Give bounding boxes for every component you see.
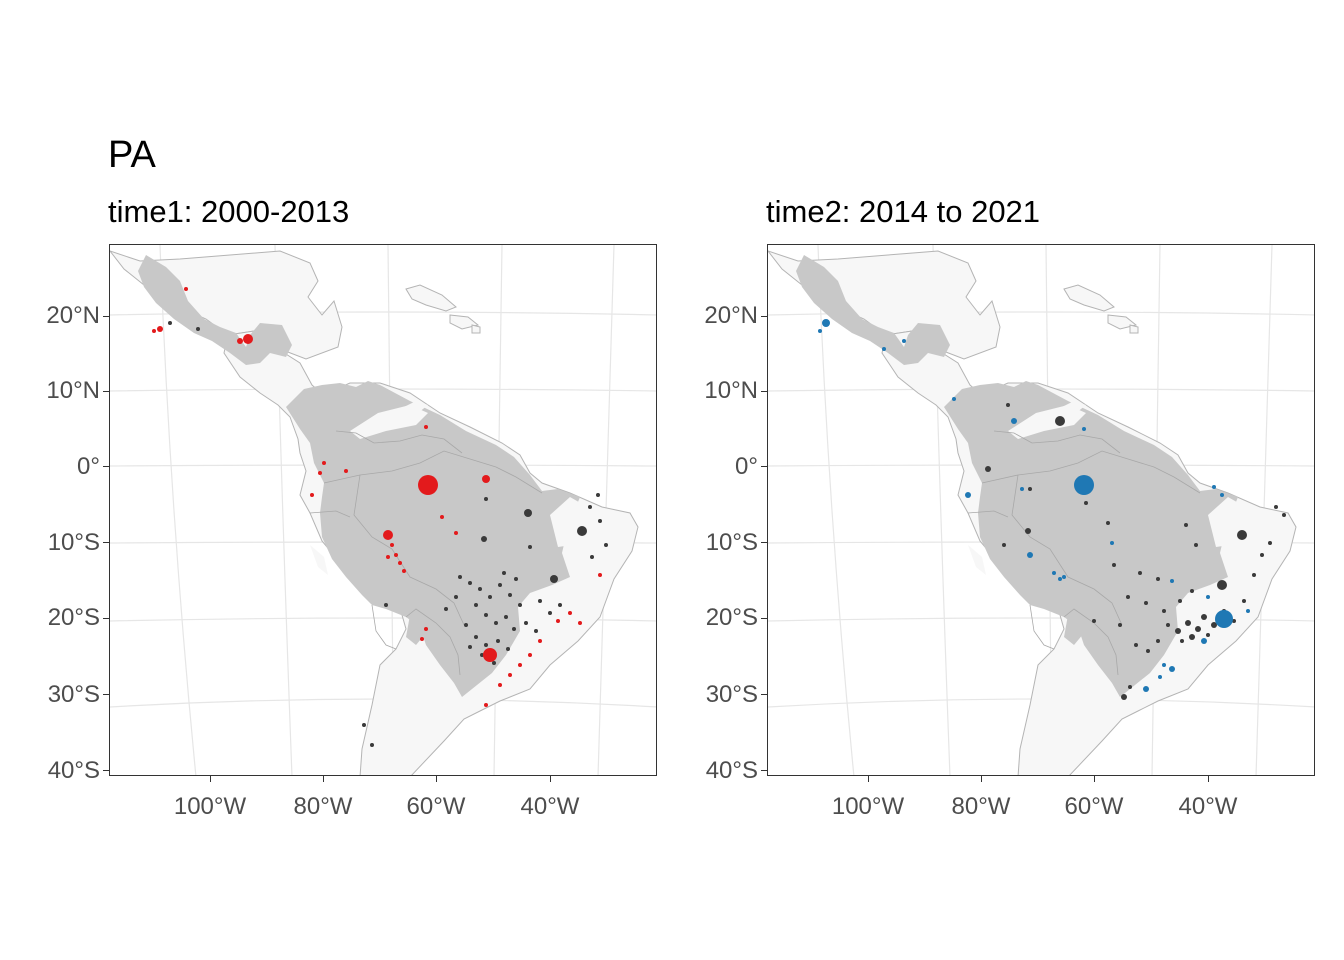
x-tick xyxy=(210,776,211,782)
biome-region xyxy=(796,255,1238,697)
x-label-40w: 40°W xyxy=(520,793,580,820)
country-borders xyxy=(967,430,1201,676)
x-tick xyxy=(1208,776,1209,782)
y-label-10s: 10°S xyxy=(47,529,100,556)
panel-2-subtitle: time2: 2014 to 2021 xyxy=(766,194,1041,229)
map-panel-1 xyxy=(109,244,657,776)
y-tick xyxy=(103,770,109,771)
y-tick xyxy=(761,542,767,543)
y-tick xyxy=(761,316,767,317)
y-label-10n: 10°N xyxy=(704,377,758,404)
y-label-40s: 40°S xyxy=(705,757,758,784)
y-tick xyxy=(761,618,767,619)
inland-white-patches xyxy=(968,401,1242,575)
x-label-40w: 40°W xyxy=(1178,793,1238,820)
y-label-20n: 20°N xyxy=(46,302,100,329)
y-label-0: 0° xyxy=(735,453,758,480)
y-tick xyxy=(761,770,767,771)
y-label-0: 0° xyxy=(77,453,100,480)
pa-points-highlight xyxy=(818,319,1250,692)
x-tick xyxy=(868,776,869,782)
x-tick xyxy=(550,776,551,782)
y-tick xyxy=(103,466,109,467)
x-label-100w: 100°W xyxy=(173,793,247,820)
x-label-100w: 100°W xyxy=(831,793,905,820)
x-label-80w: 80°W xyxy=(293,793,353,820)
x-tick xyxy=(1094,776,1095,782)
y-tick xyxy=(103,694,109,695)
pa-points-highlight xyxy=(152,287,602,707)
y-label-20s: 20°S xyxy=(705,604,758,631)
x-tick xyxy=(323,776,324,782)
y-tick xyxy=(761,391,767,392)
y-tick xyxy=(103,618,109,619)
map-title: PA xyxy=(108,134,156,176)
y-label-30s: 30°S xyxy=(705,681,758,708)
y-label-30s: 30°S xyxy=(47,681,100,708)
y-label-20s: 20°S xyxy=(47,604,100,631)
y-tick xyxy=(103,391,109,392)
pa-points-other xyxy=(985,403,1286,700)
y-label-10n: 10°N xyxy=(46,377,100,404)
x-label-60w: 60°W xyxy=(406,793,466,820)
map-panel-2 xyxy=(767,244,1315,776)
y-tick xyxy=(103,542,109,543)
y-label-20n: 20°N xyxy=(704,302,758,329)
panel-1-subtitle: time1: 2000-2013 xyxy=(108,194,350,229)
x-label-80w: 80°W xyxy=(951,793,1011,820)
y-tick xyxy=(761,694,767,695)
x-tick xyxy=(436,776,437,782)
pa-points-other xyxy=(168,321,608,747)
y-tick xyxy=(103,316,109,317)
x-label-60w: 60°W xyxy=(1064,793,1124,820)
x-tick xyxy=(981,776,982,782)
y-label-40s: 40°S xyxy=(47,757,100,784)
inland-white-patches xyxy=(310,401,584,575)
y-tick xyxy=(761,466,767,467)
y-label-10s: 10°S xyxy=(705,529,758,556)
